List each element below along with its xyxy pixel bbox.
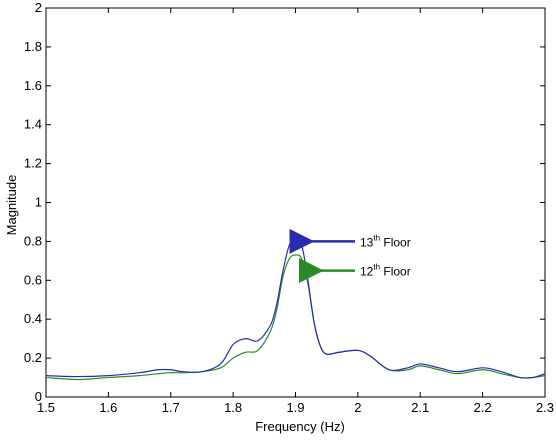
y-tick-label: 0 — [35, 389, 42, 404]
annotation-number: 12 — [360, 265, 374, 279]
x-tick-label: 2.3 — [536, 400, 554, 415]
annotation-suffix: Floor — [380, 265, 411, 279]
axis-layer: 1.5 1.6 1.7 1.8 1.9 2 2.1 2.2 2.3 0 0.2 0.4 0.6 0.8 1 1… — [24, 0, 554, 415]
y-tick-label: 0.6 — [24, 272, 42, 287]
annotation-superscript: th — [373, 263, 380, 272]
x-tick-label: 1.7 — [162, 400, 180, 415]
x-tick-label: 2.1 — [411, 400, 429, 415]
x-tick-label: 1.9 — [286, 400, 304, 415]
y-tick-label: 1.6 — [24, 78, 42, 93]
plot-frame — [45, 7, 546, 398]
x-tick-label: 2 — [354, 400, 361, 415]
x-tick-label: 2.2 — [474, 400, 492, 415]
y-tick-label: 1 — [35, 195, 42, 210]
annotation-number: 13 — [360, 235, 374, 249]
annotation-label: 12th Floor — [360, 263, 411, 279]
y-axis-title: Magnitude — [4, 175, 19, 236]
annotation-superscript: th — [373, 233, 380, 242]
y-tick-label: 0.2 — [24, 350, 42, 365]
y-tick-label: 1.8 — [24, 39, 42, 54]
x-tick-label: 1.5 — [37, 400, 55, 415]
x-tick-label: 1.6 — [99, 400, 117, 415]
y-tick-label: 1.4 — [24, 117, 42, 132]
plot-area — [45, 7, 546, 398]
y-tick-label: 1.2 — [24, 156, 42, 171]
x-tick-label: 1.8 — [224, 400, 242, 415]
y-tick-label: 0.8 — [24, 233, 42, 248]
x-axis-title: Frequency (Hz) — [255, 419, 345, 434]
annotation-label: 13th Floor — [360, 233, 411, 249]
annotation-suffix: Floor — [380, 235, 411, 249]
y-tick-label: 2 — [35, 0, 42, 15]
y-tick-label: 0.4 — [24, 311, 42, 326]
